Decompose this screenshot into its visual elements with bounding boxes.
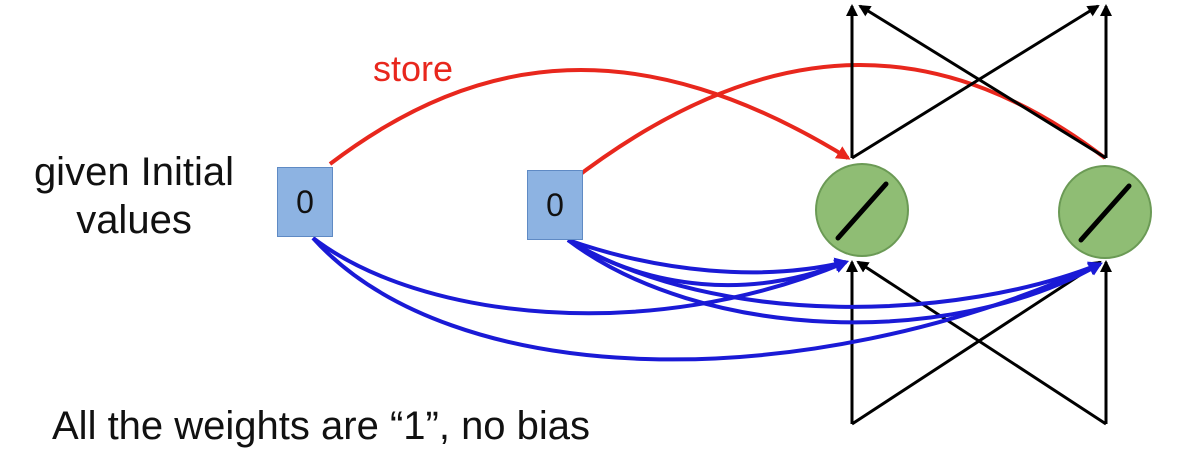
linear-activation-icon	[835, 181, 889, 241]
neuron-2	[1058, 165, 1152, 259]
memory-cell-2-value: 0	[546, 186, 564, 223]
memory-cell-2: 0	[527, 170, 583, 240]
memory-arrow-6	[566, 238, 1103, 309]
initial-values-line-1: given Initial	[33, 150, 235, 194]
store-arrow-2	[567, 63, 1107, 184]
memory-cell-1: 0	[277, 167, 333, 237]
store-label: store	[373, 48, 454, 89]
memory-arrow-5	[566, 238, 1103, 325]
output-arrow-4	[858, 4, 1107, 160]
output-arrow-3	[851, 4, 1100, 160]
input-arrow-3	[851, 260, 1102, 426]
input-arrow-4	[856, 260, 1107, 426]
initial-values-label: given Initial values	[14, 148, 254, 244]
linear-activation-icon	[1078, 183, 1132, 243]
memory-cell-1-value: 0	[296, 183, 314, 220]
initial-values-line-2: values	[76, 198, 192, 242]
memory-arrow-2	[311, 236, 1103, 362]
memory-arrow-4	[567, 238, 849, 275]
memory-arrow-1	[311, 236, 849, 316]
neuron-1	[815, 163, 909, 257]
diagram-svg	[311, 4, 1152, 426]
store-arrow-1	[328, 68, 851, 166]
diagram-stage: 0 0 given Initial values store All the w…	[14, 4, 1152, 448]
